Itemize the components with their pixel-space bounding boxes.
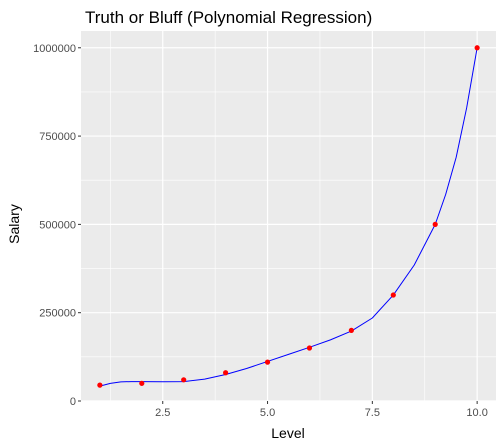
- data-point: [139, 380, 145, 386]
- data-point: [306, 345, 313, 351]
- y-tick-label: 500000: [39, 219, 76, 231]
- y-tick-label: 1000000: [33, 43, 76, 55]
- data-point: [474, 45, 480, 51]
- y-tick-label: 250000: [39, 308, 76, 320]
- x-axis: 2.5 5.0 7.5 10.0: [155, 401, 488, 419]
- data-point: [390, 292, 396, 298]
- x-tick-label: 5.0: [260, 407, 275, 419]
- data-point: [348, 327, 354, 333]
- data-point: [432, 221, 438, 227]
- data-point: [97, 382, 103, 388]
- data-point: [181, 377, 187, 383]
- data-point: [264, 359, 271, 365]
- major-gridlines: [81, 31, 496, 402]
- y-tick-label: 0: [70, 396, 76, 408]
- chart-title: Truth or Bluff (Polynomial Regression): [85, 8, 372, 27]
- x-tick-label: 2.5: [155, 407, 170, 419]
- plot-panel: [81, 31, 496, 401]
- y-tick-label: 750000: [39, 131, 76, 143]
- y-axis: 0 250000 500000 750000 1000000: [33, 43, 81, 408]
- x-axis-title: Level: [271, 425, 304, 441]
- x-tick-label: 10.0: [466, 407, 487, 419]
- regression-line: [99, 47, 478, 387]
- series-layer: [97, 45, 480, 388]
- minor-gridlines: [81, 31, 496, 401]
- y-axis-title: Salary: [6, 204, 22, 244]
- data-point: [223, 370, 229, 376]
- x-tick-label: 7.5: [365, 407, 380, 419]
